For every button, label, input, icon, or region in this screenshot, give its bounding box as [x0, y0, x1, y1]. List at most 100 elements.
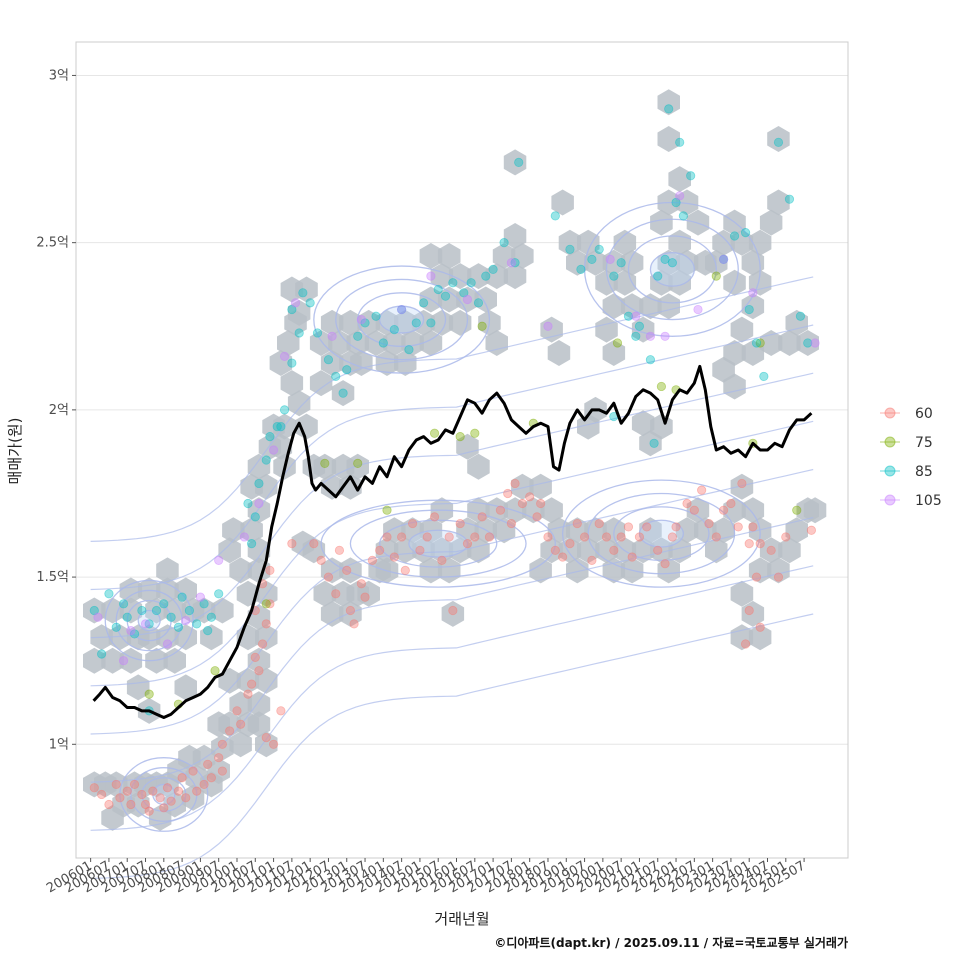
- point-75: [612, 338, 623, 348]
- point-60: [268, 739, 279, 749]
- point-60: [122, 786, 132, 796]
- point-60: [517, 498, 527, 509]
- point-85: [510, 258, 520, 268]
- hex-bin: [255, 473, 278, 500]
- hex-bin: [613, 229, 637, 256]
- point-105: [719, 254, 729, 264]
- hex-bin: [639, 430, 662, 457]
- point-85: [514, 157, 524, 167]
- point-60: [634, 532, 645, 542]
- point-85: [803, 338, 813, 348]
- density-contour: [335, 278, 469, 361]
- point-85: [243, 498, 253, 509]
- y-tick-label: 1.5억: [36, 570, 69, 585]
- hex-bin: [778, 537, 801, 564]
- point-105: [290, 298, 301, 308]
- caption: ©디아파트(dapt.kr) / 2025.09.11 / 자료=국토교통부 실…: [494, 935, 848, 950]
- point-85: [331, 371, 341, 382]
- point-60: [236, 719, 246, 729]
- point-60: [616, 532, 626, 542]
- point-60: [733, 522, 743, 532]
- point-60: [766, 545, 776, 555]
- hex-bin: [675, 517, 699, 544]
- point-60: [653, 545, 663, 555]
- point-60: [137, 789, 147, 800]
- point-60: [744, 539, 754, 549]
- hex-bin: [723, 340, 746, 366]
- point-85: [247, 539, 257, 549]
- hex-bin: [119, 577, 143, 604]
- point-105: [748, 288, 758, 298]
- point-85: [784, 194, 795, 204]
- point-60: [349, 619, 359, 629]
- hex-bin: [467, 537, 490, 564]
- point-75: [261, 599, 271, 609]
- point-60: [225, 726, 235, 736]
- point-105: [631, 311, 641, 321]
- hex-bin: [584, 249, 607, 276]
- hex-bin: [218, 537, 241, 564]
- point-85: [411, 318, 421, 328]
- hex-bin: [255, 624, 278, 651]
- point-60: [748, 522, 758, 532]
- density-contour: [627, 235, 717, 304]
- point-60: [323, 572, 334, 582]
- hex-bin: [694, 517, 717, 544]
- hex-bin: [657, 557, 680, 584]
- hex-bin: [383, 330, 406, 356]
- point-85: [353, 331, 363, 341]
- point-60: [173, 786, 184, 796]
- hex-bin: [247, 711, 271, 738]
- point-85: [342, 365, 352, 375]
- hex-bin: [346, 453, 369, 480]
- hex-bin: [778, 330, 801, 356]
- hex-bin: [650, 209, 673, 236]
- point-85: [664, 104, 674, 114]
- panel-border: [75, 41, 849, 859]
- point-75: [711, 271, 721, 281]
- hex-bin: [577, 229, 600, 256]
- point-60: [609, 545, 619, 555]
- point-85: [338, 388, 348, 398]
- density-contour: [313, 265, 491, 374]
- point-60: [503, 488, 513, 499]
- point-60: [199, 779, 209, 790]
- point-75: [477, 321, 487, 331]
- density-contours: [90, 201, 814, 880]
- legend-label: 105: [915, 493, 942, 509]
- point-60: [287, 539, 297, 549]
- hex-bin: [730, 316, 754, 343]
- density-contour: [613, 506, 710, 562]
- point-60: [536, 498, 546, 509]
- point-85: [740, 228, 751, 238]
- hex-bin: [247, 537, 271, 564]
- point-60: [203, 759, 213, 769]
- hex-bin: [277, 330, 300, 356]
- point-75: [210, 666, 220, 676]
- hex-bin: [156, 557, 179, 584]
- point-60: [642, 522, 652, 532]
- point-60: [400, 565, 410, 575]
- point-60: [166, 796, 176, 806]
- hex-bin: [357, 580, 380, 607]
- y-tick-label: 1억: [49, 737, 69, 752]
- hex-bin: [551, 189, 574, 216]
- point-85: [287, 358, 297, 368]
- point-60: [667, 532, 677, 542]
- point-75: [792, 505, 802, 515]
- legend-label: 85: [915, 464, 933, 480]
- point-85: [272, 421, 282, 432]
- point-85: [550, 211, 560, 221]
- density-contour-band: [90, 276, 814, 542]
- point-85: [576, 264, 586, 275]
- point-85: [744, 304, 754, 315]
- hex-bin: [456, 433, 479, 460]
- point-60: [345, 605, 356, 616]
- density-contour-band: [90, 324, 814, 591]
- point-60: [594, 518, 604, 529]
- density-contour: [152, 783, 176, 806]
- point-85: [287, 304, 297, 315]
- hex-bin: [492, 243, 516, 269]
- hex-bin: [741, 293, 765, 320]
